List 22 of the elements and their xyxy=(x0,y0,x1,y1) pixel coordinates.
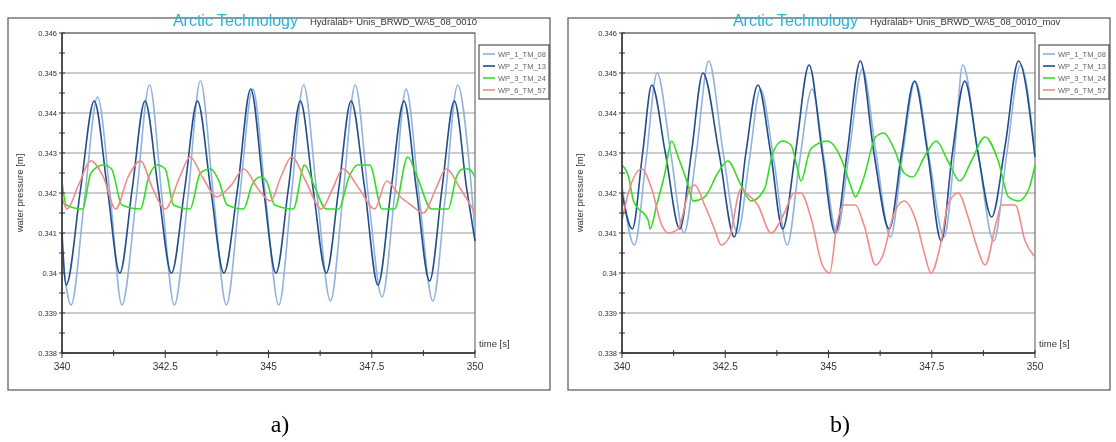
x-tick-label: 340 xyxy=(53,361,71,372)
chart-title: Arctic Technology xyxy=(172,12,298,29)
x-tick-label: 342.5 xyxy=(152,361,179,372)
x-tick-label: 347.5 xyxy=(359,361,385,372)
chart-title: Arctic Technology xyxy=(732,12,858,29)
line-series xyxy=(621,132,1036,230)
y-axis-title: water pressure [m] xyxy=(574,153,585,234)
text: a) xyxy=(270,411,290,437)
x-tick-label: 342.5 xyxy=(712,361,739,372)
x-tick-label: 350 xyxy=(1026,361,1044,372)
x-axis-title: time [s] xyxy=(479,338,510,349)
text: b) xyxy=(830,411,850,437)
chart-subtitle: Hydralab+ Unis_BRWD_WA5_08_0010 xyxy=(310,16,478,27)
y-axis-title: water pressure [m] xyxy=(14,153,25,234)
line-series xyxy=(621,168,1036,274)
x-tick-label: 345 xyxy=(820,361,838,372)
x-tick-label: 350 xyxy=(466,361,484,372)
x-axis-title: time [s] xyxy=(1039,338,1070,349)
x-tick-label: 345 xyxy=(260,361,278,372)
x-tick-label: 347.5 xyxy=(919,361,945,372)
x-tick-label: 340 xyxy=(613,361,631,372)
chart-subtitle: Hydralab+ Unis_BRWD_WA5_08_0010_mov xyxy=(870,16,1061,27)
